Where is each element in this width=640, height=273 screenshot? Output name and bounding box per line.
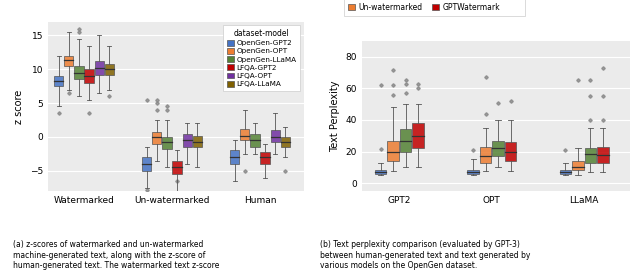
Bar (54, 76, 63, 86)
Bar (480, 147, 492, 163)
Bar (560, 170, 571, 174)
Bar (230, 150, 239, 164)
Bar (585, 149, 596, 163)
Bar (240, 129, 250, 140)
Bar (260, 152, 269, 164)
Bar (492, 141, 504, 156)
Bar (281, 137, 290, 147)
Bar (387, 141, 399, 161)
Legend: OpenGen-GPT2, OpenGen-OPT, OpenGen-LLaMA, LFQA-GPT2, LFQA-OPT, LFQA-LLaMA: OpenGen-GPT2, OpenGen-OPT, OpenGen-LLaMA… (223, 25, 300, 91)
Bar (64, 56, 74, 66)
Bar (172, 161, 182, 174)
Bar (250, 133, 260, 147)
Text: (b) Text perplexity comparison (evaluated by GPT-3)
between human-generated text: (b) Text perplexity comparison (evaluate… (320, 241, 531, 270)
Bar (84, 69, 93, 83)
Text: (a) z-scores of watermarked and un-watermarked
machine-generated text, along wit: (a) z-scores of watermarked and un-water… (13, 241, 219, 270)
Bar (412, 123, 424, 149)
Legend: Human, Un-watermarked, KGW+23 watermark, GPTWatermark: Human, Un-watermarked, KGW+23 watermark,… (344, 0, 525, 16)
Bar (467, 170, 479, 174)
Bar (152, 132, 161, 144)
Bar (597, 147, 609, 163)
Bar (74, 66, 84, 79)
Bar (182, 133, 192, 147)
Bar (375, 170, 387, 174)
Bar (505, 142, 516, 161)
Bar (271, 130, 280, 142)
Bar (572, 161, 584, 170)
Bar (95, 61, 104, 75)
Y-axis label: Text Perplexity: Text Perplexity (330, 80, 340, 152)
Bar (142, 157, 151, 171)
Bar (163, 137, 172, 149)
Y-axis label: z score: z score (14, 89, 24, 124)
Bar (105, 64, 114, 75)
Bar (400, 129, 412, 152)
Bar (193, 136, 202, 147)
